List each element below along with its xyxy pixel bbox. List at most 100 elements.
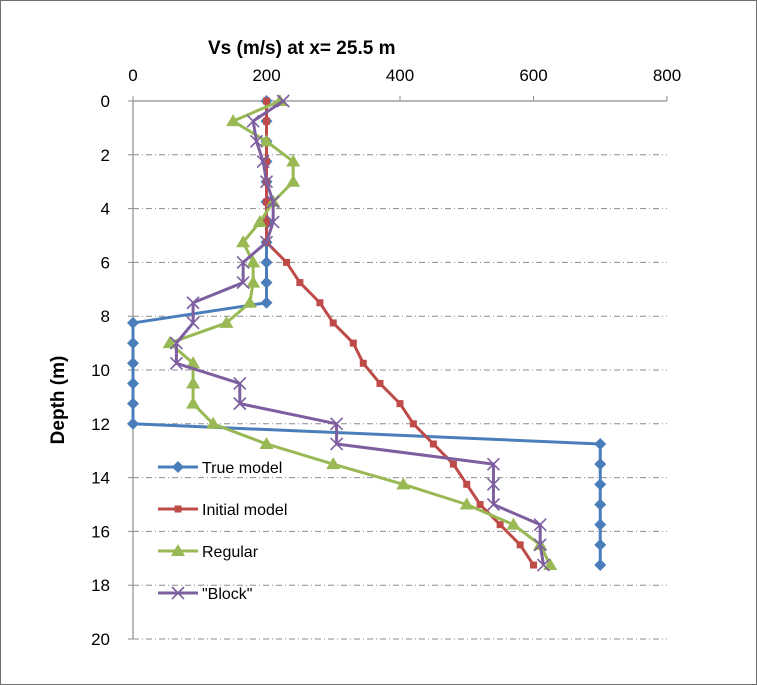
y-tick-label-0: 0 — [101, 92, 110, 111]
data-point-3-7 — [259, 235, 274, 249]
data-point-3-2 — [249, 134, 264, 148]
data-point-1-6 — [263, 218, 270, 226]
data-point-1-22 — [516, 541, 524, 549]
marker-stroke — [276, 94, 290, 108]
y-tick-label-20: 20 — [91, 630, 110, 649]
data-point-3-0 — [276, 94, 290, 108]
x-tick-label-0: 0 — [128, 66, 137, 85]
data-point-3-9 — [236, 276, 250, 290]
data-point-2-0 — [272, 94, 287, 106]
y-tick-label-2: 2 — [101, 146, 110, 165]
data-point-1-20 — [476, 501, 484, 508]
marker-stroke — [486, 457, 501, 471]
data-point-0-9 — [260, 276, 273, 289]
data-point-1-8 — [283, 258, 291, 266]
legend-label-1: Initial model — [202, 502, 287, 519]
data-point-1-14 — [376, 379, 384, 387]
data-point-1-1 — [263, 117, 270, 125]
series-line-3 — [174, 99, 545, 566]
data-point-1-15 — [396, 400, 404, 408]
data-point-0-20 — [594, 498, 607, 511]
marker-stroke — [171, 586, 185, 600]
data-point-2-19 — [396, 477, 411, 490]
marker-stroke — [266, 215, 280, 229]
legend-marker-1 — [174, 505, 182, 513]
x-tick-label-600: 600 — [519, 66, 547, 85]
marker-stroke — [266, 195, 280, 209]
marker-stroke — [533, 538, 547, 552]
data-point-3-23 — [536, 558, 551, 572]
data-point-2-17 — [259, 436, 274, 449]
data-point-2-3 — [286, 154, 301, 167]
marker-stroke — [259, 175, 274, 189]
legend: True model Initial model Regular "Block" — [158, 460, 287, 603]
data-point-0-13 — [127, 357, 139, 370]
data-point-1-13 — [359, 359, 367, 367]
data-point-0-14 — [127, 377, 139, 390]
legend-entry-2: Regular — [158, 544, 259, 561]
data-point-2-6 — [252, 215, 267, 228]
x-tick-label-200: 200 — [252, 66, 280, 85]
data-point-0-16 — [127, 417, 139, 430]
legend-entry-1: Initial model — [158, 502, 287, 519]
data-point-1-12 — [349, 339, 357, 347]
series-group — [127, 94, 607, 572]
data-point-0-23 — [594, 559, 607, 572]
data-point-2-16 — [206, 416, 221, 429]
y-tick-label-16: 16 — [91, 522, 110, 541]
marker-stroke — [533, 518, 547, 532]
data-point-3-8 — [236, 255, 250, 269]
marker-stroke — [486, 497, 501, 512]
data-point-3-3 — [256, 154, 270, 169]
marker-stroke — [330, 417, 344, 431]
data-point-2-18 — [326, 457, 341, 470]
data-point-0-19 — [594, 478, 607, 491]
data-point-3-11 — [186, 316, 200, 330]
y-tick-label-10: 10 — [91, 361, 110, 380]
y-tick-label-6: 6 — [101, 253, 110, 272]
data-point-3-20 — [486, 497, 501, 512]
data-point-1-3 — [263, 158, 270, 166]
marker-stroke — [259, 235, 274, 249]
data-point-3-14 — [233, 376, 247, 391]
data-point-0-12 — [127, 337, 139, 350]
data-point-3-21 — [533, 518, 547, 532]
data-point-2-1 — [226, 114, 241, 127]
y-axis-label: Depth (m) — [48, 356, 69, 445]
marker-stroke — [486, 477, 501, 491]
legend-marker-2 — [171, 544, 185, 556]
data-point-3-6 — [266, 215, 280, 229]
data-point-0-8 — [260, 256, 273, 269]
x-tick-label-800: 800 — [653, 66, 681, 85]
data-point-3-1 — [246, 114, 260, 128]
data-point-3-13 — [169, 356, 183, 370]
data-point-3-4 — [259, 175, 274, 189]
chart-title: Vs (m/s) at x= 25.5 m — [208, 38, 395, 59]
data-point-0-11 — [127, 316, 139, 329]
data-point-2-7 — [236, 235, 251, 248]
marker-stroke — [233, 376, 247, 391]
marker-stroke — [536, 558, 551, 572]
data-point-0-10 — [260, 296, 273, 309]
y-tick-label-4: 4 — [101, 200, 110, 219]
data-point-0-18 — [594, 458, 607, 471]
data-point-1-16 — [409, 420, 417, 428]
data-point-2-4 — [286, 174, 301, 187]
data-point-1-10 — [316, 299, 324, 307]
data-point-2-12 — [162, 336, 177, 349]
data-point-3-22 — [533, 538, 547, 552]
legend-entry-3: "Block" — [158, 586, 252, 603]
legend-marker-3 — [171, 586, 185, 600]
marker-stroke — [256, 154, 270, 169]
marker-stroke — [169, 356, 183, 370]
marker-stroke — [249, 134, 264, 148]
series-3 — [169, 94, 551, 572]
data-point-3-18 — [486, 457, 501, 471]
marker-stroke — [236, 276, 250, 290]
legend-label-2: Regular — [202, 544, 259, 561]
legend-marker-0 — [172, 461, 184, 473]
data-point-1-9 — [296, 279, 304, 287]
data-point-3-17 — [330, 437, 344, 451]
x-tick-label-400: 400 — [386, 66, 414, 85]
